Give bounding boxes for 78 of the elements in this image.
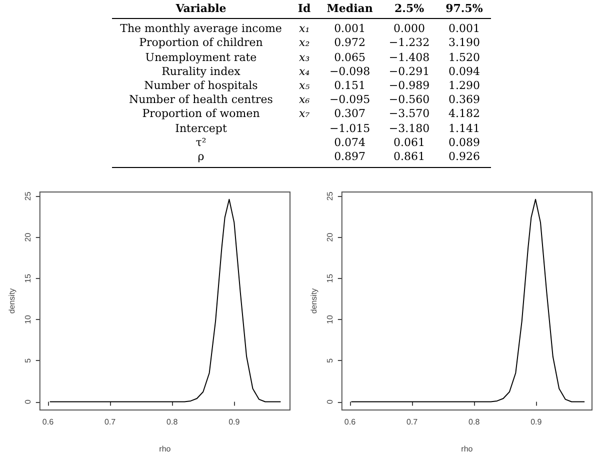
text: 1.520	[448, 50, 480, 64]
text: 0.972	[334, 36, 366, 50]
category-label: 97.5%	[438, 0, 491, 19]
text: −0.291	[388, 64, 430, 78]
text: 0.861	[394, 150, 426, 164]
text: x₁	[299, 22, 310, 36]
text: 0.001	[334, 22, 366, 36]
category-label: ρ	[198, 150, 204, 164]
text: 0.926	[448, 150, 480, 164]
x-tick-label: 0.8	[166, 418, 178, 426]
text: 1.141	[448, 122, 480, 135]
x-tick-label: 0.7	[104, 418, 116, 426]
text: x₆	[299, 93, 310, 106]
category-label: Id	[290, 0, 319, 19]
text: −3.570	[388, 107, 430, 120]
category-label: The monthly average income	[120, 22, 282, 36]
text: 0.074	[334, 136, 366, 149]
y-tick-label: 10	[23, 314, 32, 324]
text: 0.000	[394, 22, 426, 36]
text: x₅	[299, 79, 310, 92]
text: x₂	[299, 36, 310, 50]
text: x₄	[299, 64, 310, 78]
text: −1.015	[329, 122, 370, 135]
text: x₃	[299, 50, 310, 64]
y-tick-label: 25	[325, 191, 334, 201]
text: 0.307	[334, 107, 366, 120]
y-tick-label: 0	[325, 399, 334, 404]
category-label: 2.5%	[380, 0, 438, 19]
x-tick-label: 0.6	[42, 418, 54, 426]
y-tick-label: 20	[325, 232, 334, 242]
text: 0.897	[334, 150, 366, 164]
line-series	[350, 198, 586, 402]
text: −3.180	[388, 122, 430, 135]
text: 0.094	[448, 64, 480, 78]
text: 0.089	[448, 136, 480, 149]
text: 0.065	[334, 50, 366, 64]
y-tick-label: 20	[23, 232, 32, 242]
category-label: Intercept	[175, 122, 227, 135]
y-tick-label: 25	[23, 191, 32, 201]
x-tick-label: 0.9	[530, 418, 542, 426]
text: 0.151	[334, 79, 366, 92]
category-label: Number of health centres	[129, 93, 273, 106]
y-tick-label: 15	[325, 273, 334, 283]
category-label: Proportion of children	[139, 36, 263, 50]
x-tick-label: 0.8	[468, 418, 480, 426]
text: −1.408	[388, 50, 430, 64]
y-tick-label: 10	[325, 314, 334, 324]
text: 0.061	[394, 136, 426, 149]
category-label: Variable	[112, 0, 290, 19]
text: −0.095	[329, 93, 370, 106]
y-tick-label: 5	[325, 358, 334, 363]
y-tick-label: 0	[23, 399, 32, 404]
line-series	[49, 198, 282, 402]
category-label: Proportion of women	[142, 107, 260, 120]
y-tick-label: 15	[23, 273, 32, 283]
text: 0.001	[448, 22, 480, 36]
category-label: Unemployment rate	[145, 50, 257, 64]
text: 0.369	[448, 93, 480, 106]
text: −1.232	[388, 36, 430, 50]
category-label: Rurality index	[162, 64, 240, 78]
category-label: τ²	[196, 136, 206, 149]
text: −0.098	[329, 64, 370, 78]
text: x₇	[299, 107, 310, 120]
x-tick-label: 0.6	[344, 418, 356, 426]
y-tick-label: 5	[23, 358, 32, 363]
x-tick-label: 0.9	[228, 418, 240, 426]
category-label: Number of hospitals	[144, 79, 258, 92]
text: −0.989	[388, 79, 430, 92]
text: 3.190	[448, 36, 480, 50]
x-axis-title: rho	[159, 444, 172, 454]
text: 1.290	[448, 79, 480, 92]
x-axis-title: rho	[461, 444, 474, 454]
y-axis-title: density	[310, 288, 318, 314]
text: −0.560	[388, 93, 430, 106]
category-label: Median	[318, 0, 381, 19]
text: 4.182	[448, 107, 480, 120]
y-axis-title: density	[8, 288, 16, 314]
x-tick-label: 0.7	[406, 418, 418, 426]
